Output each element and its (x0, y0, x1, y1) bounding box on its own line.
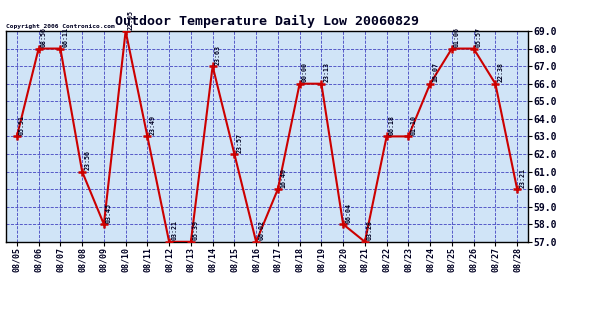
Text: 23:21: 23:21 (519, 168, 526, 188)
Text: 23:13: 23:13 (323, 62, 329, 82)
Text: 05:51: 05:51 (19, 115, 25, 135)
Text: 23:49: 23:49 (149, 115, 155, 135)
Text: 00:00: 00:00 (302, 62, 308, 82)
Text: 01:06: 01:06 (454, 27, 460, 47)
Text: 16:07: 16:07 (432, 62, 438, 82)
Text: 23:63: 23:63 (215, 45, 221, 65)
Text: 16:40: 16:40 (280, 168, 286, 188)
Text: 22:38: 22:38 (497, 62, 503, 82)
Text: 05:39: 05:39 (193, 220, 199, 240)
Text: Copyright 2006 Contronico.com: Copyright 2006 Contronico.com (6, 24, 115, 29)
Text: 08:56: 08:56 (41, 27, 47, 47)
Text: 03:28: 03:28 (367, 220, 373, 240)
Text: 03:21: 03:21 (172, 220, 178, 240)
Text: 03:45: 03:45 (106, 203, 112, 223)
Text: 23:56: 23:56 (84, 150, 90, 170)
Text: 06:18: 06:18 (389, 115, 395, 135)
Title: Outdoor Temperature Daily Low 20060829: Outdoor Temperature Daily Low 20060829 (115, 16, 419, 29)
Text: 01:10: 01:10 (410, 115, 416, 135)
Text: 06:04: 06:04 (346, 203, 352, 223)
Text: 23:57: 23:57 (236, 133, 242, 153)
Text: 06:11: 06:11 (62, 27, 68, 47)
Text: 06:02: 06:02 (258, 220, 264, 240)
Text: 05:57: 05:57 (476, 27, 482, 47)
Text: 22:05: 22:05 (128, 10, 134, 29)
